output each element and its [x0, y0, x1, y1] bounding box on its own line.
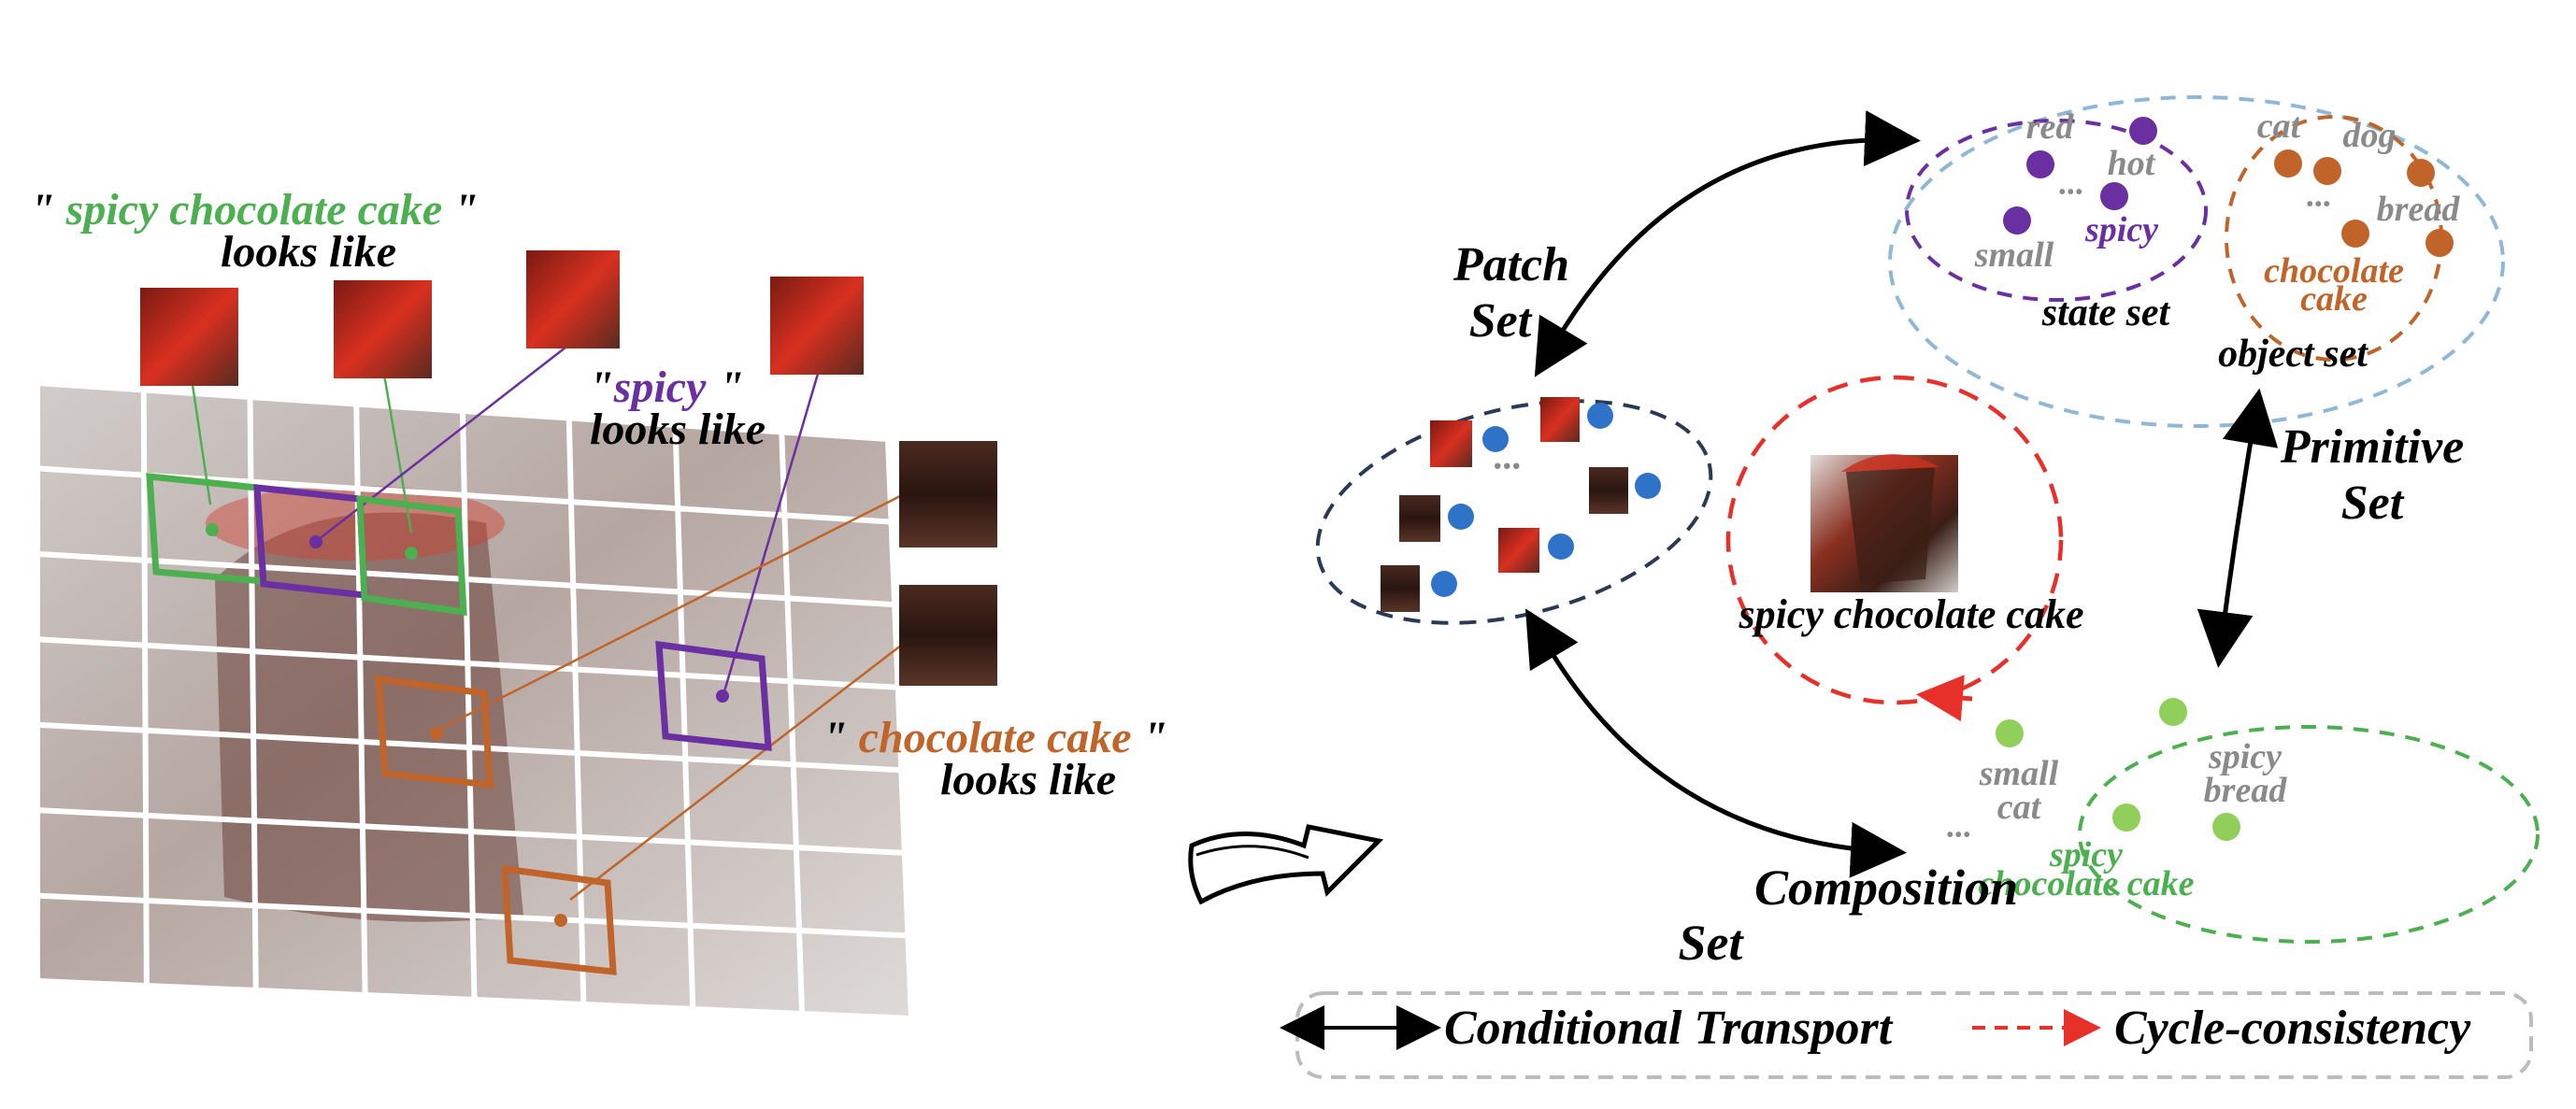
orange-box-2 — [501, 864, 617, 975]
object-ellipsis: ··· — [2306, 185, 2331, 222]
patch-thumbnails — [140, 250, 997, 686]
grid-line-v — [565, 418, 587, 1005]
orange-box-1 — [375, 675, 494, 789]
state-set-ellipse — [1905, 119, 2208, 302]
grid-line-h — [36, 636, 898, 690]
looks-like-2: looks like — [590, 405, 766, 454]
patch-ellipsis: ··· — [1493, 445, 1521, 487]
comp-cat: cat — [1997, 788, 2042, 827]
grid-line-h — [36, 380, 889, 442]
composition-set-group: small cat spicy bread spicy chocolate ca… — [1946, 698, 2540, 944]
grid-line-h — [36, 807, 906, 856]
center-caption: spicy chocolate cake — [1739, 591, 2084, 637]
object-set-ellipse — [2225, 115, 2443, 362]
transport-arrows — [1524, 110, 2279, 878]
patch-thumb-2 — [334, 280, 432, 378]
state-red: red — [2026, 107, 2075, 147]
state-spicy: spicy — [2084, 210, 2158, 249]
object-set-label: object set — [2218, 333, 2368, 376]
patch-item-2 — [1540, 397, 1580, 442]
legend: Conditional Transport Cycle-consistency — [1280, 991, 2533, 1079]
cycle-ellipse — [1725, 375, 2064, 705]
phrase-choc-label: " chocolate cake " — [823, 713, 1167, 762]
patch-thumb-3 — [526, 250, 620, 348]
comp-bread: bread — [2204, 771, 2288, 810]
grid-line-v — [672, 424, 696, 1010]
patch-set-label-1: Patch — [1453, 238, 1569, 291]
grid-line-h — [36, 978, 912, 1021]
primitive-set-group: red hot spicy small ··· state set cat do… — [1888, 95, 2505, 428]
patch-set-ellipse — [1315, 399, 1713, 625]
comp-spicy-choc-2: chocolate cake — [1978, 864, 2194, 903]
comp-small: small — [1979, 754, 2059, 793]
center-group: spicy chocolate cake — [1725, 375, 2084, 722]
patch-thumb-6 — [899, 585, 997, 686]
comp-spicy: spicy — [2208, 737, 2282, 776]
arrow-patch-primitive — [1534, 110, 1921, 377]
object-dog: dog — [2343, 116, 2397, 155]
comp-spicy-choc-1: spicy — [2049, 835, 2123, 874]
transition-arrow-icon — [1188, 824, 1384, 905]
object-chocolate: chocolate — [2264, 251, 2404, 291]
patch-thumb-1 — [140, 288, 238, 386]
composition-set-label-2: Set — [1678, 915, 1744, 971]
grid-line-v — [247, 396, 259, 991]
state-small: small — [1974, 235, 2054, 275]
patch-thumb-5 — [899, 441, 997, 547]
arrow-patch-composition — [1524, 608, 1907, 878]
cake-slice-shape — [215, 512, 523, 922]
purple-box-2 — [655, 640, 772, 751]
arrow-primitive-composition — [2197, 388, 2279, 668]
patch-set-group: ··· — [1315, 397, 1713, 625]
object-cat: cat — [2257, 107, 2302, 146]
patch-item-3 — [1589, 467, 1628, 514]
patch-item-6 — [1381, 565, 1420, 612]
grid-line-v — [460, 410, 478, 1001]
looks-like-3: looks like — [940, 755, 1116, 804]
composition-set-label-1: Composition — [1754, 860, 2018, 916]
grid-line-h — [36, 892, 909, 939]
legend-cycle-label: Cycle-consistency — [2114, 1002, 2471, 1055]
phrase-spicy-label: "spicy " — [589, 363, 744, 412]
looks-like-1: looks like — [221, 227, 396, 277]
patch-item-4 — [1399, 495, 1440, 542]
object-cake: cake — [2300, 279, 2368, 319]
phrase-labels: " spicy chocolate cake " looks like "spicy… — [30, 185, 1167, 804]
state-ellipsis: ··· — [2058, 173, 2083, 210]
grid-line-v — [140, 390, 150, 987]
phrase-full-label: " spicy chocolate cake " — [30, 185, 479, 235]
primitive-set-label-1: Primitive — [2280, 420, 2464, 474]
comp-ellipsis: ··· — [1946, 816, 1971, 853]
patch-set-label-2: Set — [1469, 294, 1533, 348]
state-hot: hot — [2108, 144, 2156, 183]
green-box-2 — [356, 495, 467, 617]
composition-set-ellipse — [2078, 725, 2540, 944]
grid-lines — [35, 380, 914, 1021]
primitive-set-ellipse — [1888, 95, 2505, 428]
grid-line-v — [885, 438, 914, 1019]
primitive-set-label-2: Set — [2341, 476, 2405, 530]
grid-line-h — [36, 721, 902, 774]
grid-line-v — [779, 432, 806, 1015]
patch-item-1 — [1430, 420, 1472, 467]
patch-thumb-4 — [770, 277, 864, 375]
state-set-label: state set — [2041, 291, 2171, 334]
patch-item-5 — [1498, 528, 1539, 573]
cake-image-grid — [35, 380, 914, 1021]
highlight-boxes — [146, 473, 772, 975]
legend-transport-label: Conditional Transport — [1444, 1002, 1894, 1055]
object-bread: bread — [2377, 190, 2461, 229]
